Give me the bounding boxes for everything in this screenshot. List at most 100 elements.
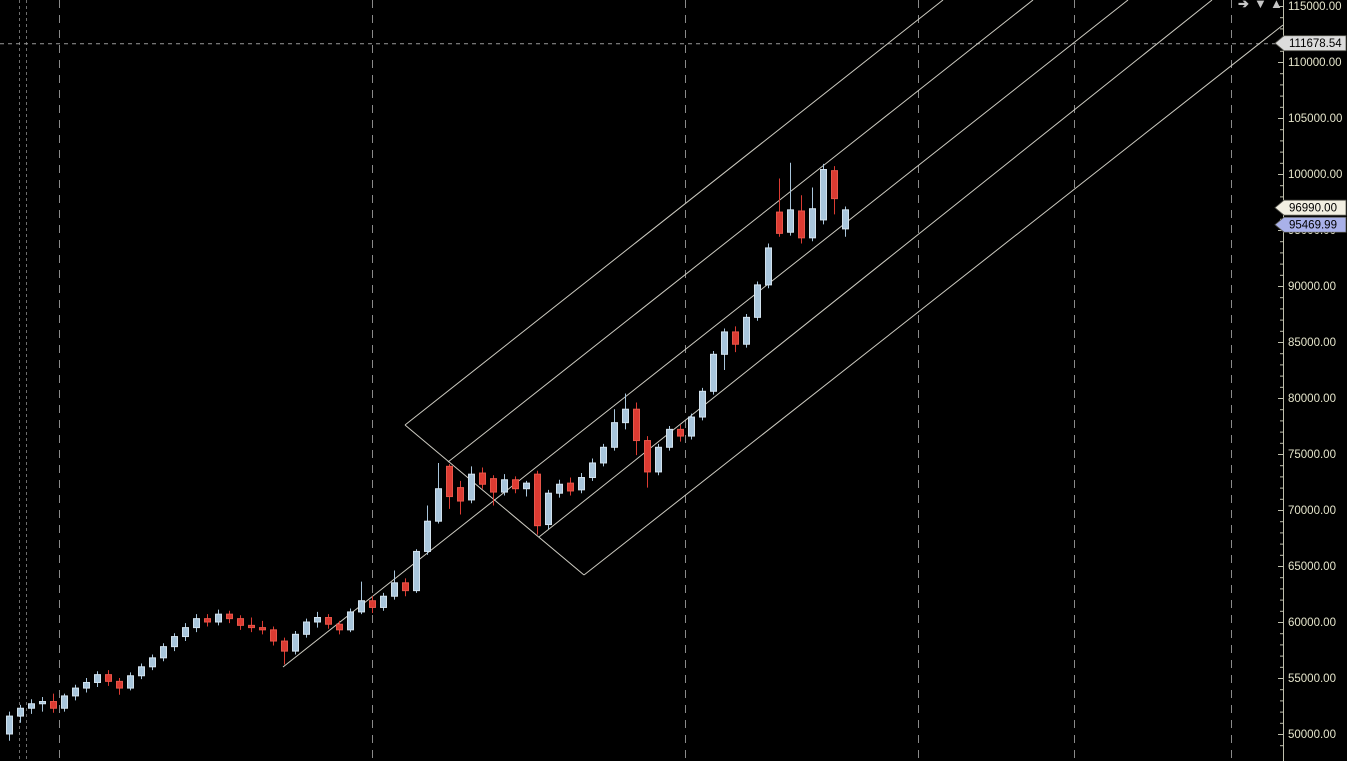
candle-body (39, 701, 46, 705)
candle-body (831, 170, 838, 200)
candle-body (369, 600, 376, 608)
candle (600, 443, 607, 467)
price-marker-text: 95469.99 (1289, 220, 1337, 232)
candle-body (160, 646, 167, 659)
candle-body (820, 169, 827, 221)
candle (699, 387, 706, 421)
candle (523, 480, 530, 497)
candle (391, 570, 398, 600)
candle-body (479, 472, 486, 485)
candle-body (545, 492, 552, 526)
candle-body (83, 681, 90, 689)
price-marker-shape (1274, 199, 1347, 216)
candle-body (358, 600, 365, 613)
candle (380, 592, 387, 611)
chart-scroll-toolbar: ➔ ▼ ▲ (1238, 0, 1283, 11)
channel-line-5[interactable] (583, 24, 1284, 576)
axis-label: 85000.00 (1288, 337, 1336, 349)
price-axis-background (1284, 0, 1347, 761)
axis-label: 75000.00 (1288, 449, 1336, 461)
axis-label: 70000.00 (1288, 505, 1336, 517)
channel-line-1[interactable] (404, 0, 944, 426)
scroll-up-arrow-icon[interactable]: ▲ (1270, 0, 1283, 11)
candle-body (611, 422, 618, 448)
candle-body (193, 618, 200, 629)
candle (589, 458, 596, 481)
candle (105, 670, 112, 686)
channel-line-3[interactable] (282, 0, 1129, 668)
axis-label: 110000.00 (1288, 57, 1342, 69)
candle-body (270, 629, 277, 642)
candle (578, 473, 585, 494)
candle (215, 609, 222, 626)
candle (83, 678, 90, 693)
candle-body (204, 618, 211, 623)
candle (204, 614, 211, 627)
price-axis[interactable]: 115000.00110000.00105000.00100000.009500… (1278, 0, 1347, 761)
candle-body (424, 520, 431, 552)
candle-body (281, 640, 288, 652)
candle-body (28, 703, 35, 709)
candle (633, 402, 640, 456)
candle-body (556, 483, 563, 494)
candle (325, 614, 332, 629)
candle (347, 608, 354, 633)
candle-body (402, 582, 409, 592)
candle (831, 166, 838, 215)
candle (72, 684, 79, 701)
candle-body (490, 478, 497, 493)
candle-body (512, 479, 519, 490)
candle (556, 479, 563, 498)
ask-price-label: 96990.00 (1274, 199, 1347, 216)
candle-body (380, 595, 387, 608)
candle (314, 611, 321, 628)
scroll-down-arrow-icon[interactable]: ▼ (1254, 0, 1267, 11)
candle (226, 610, 233, 624)
axis-label: 90000.00 (1288, 281, 1336, 293)
scroll-right-arrow-icon[interactable]: ➔ (1238, 0, 1249, 11)
candle-body (435, 488, 442, 522)
candle-body (314, 617, 321, 623)
candle (237, 615, 244, 630)
axis-label: 100000.00 (1288, 169, 1342, 181)
candle-body (622, 408, 629, 424)
candle-body (336, 623, 343, 631)
candle (501, 474, 508, 496)
candle (809, 187, 816, 242)
channel-line-4[interactable] (538, 0, 1213, 538)
axis-label: 50000.00 (1288, 729, 1336, 741)
candle (61, 693, 68, 712)
candle-body (446, 465, 453, 498)
candle-body (413, 550, 420, 592)
candle (116, 678, 123, 695)
channel-line-2[interactable] (447, 0, 1034, 463)
candle-body (644, 440, 651, 473)
candle (776, 178, 783, 237)
candle (490, 475, 497, 506)
candle (479, 467, 486, 489)
candle-body (226, 613, 233, 620)
candle-body (182, 627, 189, 638)
candle-body (732, 331, 739, 345)
candle (787, 162, 794, 236)
candle-body (578, 477, 585, 491)
candle-body (149, 657, 156, 668)
candle (259, 620, 266, 635)
axis-label: 60000.00 (1288, 617, 1336, 629)
candle (138, 663, 145, 680)
candle-body (116, 680, 123, 689)
price-marker-shape (1274, 35, 1347, 52)
candle (820, 163, 827, 225)
candle-body (666, 428, 673, 448)
candle (149, 654, 156, 671)
candle (358, 581, 365, 615)
candle (567, 477, 574, 496)
candle (622, 393, 629, 430)
candle (281, 637, 288, 665)
candle-body (655, 446, 662, 473)
candle (644, 436, 651, 488)
candle-body (710, 353, 717, 392)
